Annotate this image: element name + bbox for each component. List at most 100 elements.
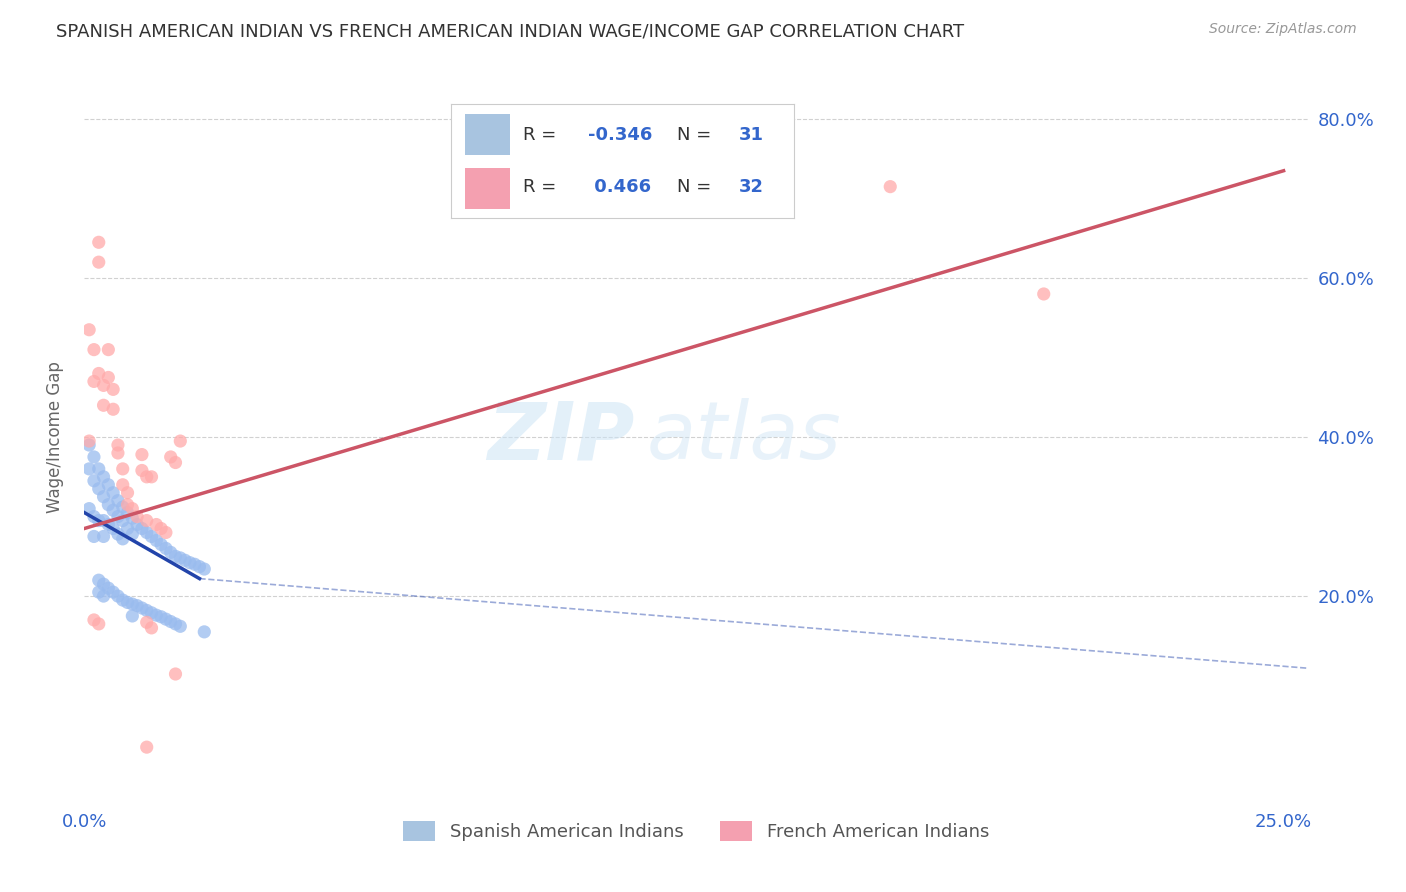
Point (165, 616, 187, 631)
Point (141, 470, 163, 484)
Text: Source: ZipAtlas.com: Source: ZipAtlas.com (1209, 22, 1357, 37)
Point (77, 501, 100, 516)
Point (135, 470, 157, 484)
Point (111, 514, 134, 528)
Point (879, 179, 901, 194)
Point (145, 517, 167, 532)
Point (77, 462, 100, 476)
Point (121, 501, 143, 516)
Point (193, 624, 215, 639)
Point (169, 434, 191, 448)
Point (159, 545, 181, 559)
Point (87, 235, 110, 250)
Point (117, 498, 139, 512)
Point (141, 529, 163, 543)
Point (121, 597, 143, 611)
Point (135, 603, 157, 617)
Point (101, 402, 124, 417)
Point (107, 446, 129, 460)
Point (121, 511, 143, 525)
Point (97, 517, 120, 532)
Point (83, 375, 105, 389)
Point (101, 485, 124, 500)
Point (141, 606, 163, 620)
Point (87, 462, 110, 476)
Point (93, 490, 115, 504)
Point (87, 585, 110, 599)
Point (159, 615, 181, 629)
Point (83, 529, 105, 543)
Text: SPANISH AMERICAN INDIAN VS FRENCH AMERICAN INDIAN WAGE/INCOME GAP CORRELATION CH: SPANISH AMERICAN INDIAN VS FRENCH AMERIC… (56, 22, 965, 40)
Y-axis label: Wage/Income Gap: Wage/Income Gap (45, 361, 63, 513)
Point (169, 619, 191, 633)
Point (107, 493, 129, 508)
Point (145, 608, 167, 623)
Point (93, 589, 115, 603)
Point (83, 509, 105, 524)
Point (107, 438, 129, 452)
Point (150, 537, 173, 551)
Point (131, 448, 153, 462)
Point (193, 562, 215, 576)
Point (97, 343, 120, 357)
Point (127, 509, 149, 524)
Point (77, 438, 100, 452)
Point (77, 323, 100, 337)
Point (107, 589, 129, 603)
Point (97, 498, 120, 512)
Point (117, 595, 139, 609)
Point (107, 527, 129, 541)
Point (97, 581, 120, 595)
Point (93, 398, 115, 412)
Point (97, 370, 120, 384)
Text: ZIP: ZIP (488, 398, 636, 476)
Point (111, 462, 134, 476)
Point (101, 521, 124, 535)
Point (111, 593, 134, 607)
Point (83, 474, 105, 488)
Point (155, 541, 177, 556)
Point (83, 343, 105, 357)
Point (131, 463, 153, 477)
Point (101, 585, 124, 599)
Point (93, 470, 115, 484)
Point (83, 450, 105, 464)
Point (179, 556, 201, 570)
Point (97, 477, 120, 491)
Point (165, 456, 187, 470)
Point (111, 500, 134, 514)
Legend: Spanish American Indians, French American Indians: Spanish American Indians, French America… (395, 814, 997, 848)
Text: atlas: atlas (647, 398, 842, 476)
Point (131, 521, 153, 535)
Point (131, 601, 153, 615)
Point (135, 740, 157, 755)
Point (183, 558, 205, 572)
Point (101, 383, 124, 397)
Point (87, 616, 110, 631)
Point (87, 573, 110, 587)
Point (107, 509, 129, 524)
Point (127, 599, 149, 613)
Point (155, 612, 177, 626)
Point (117, 506, 139, 520)
Point (165, 667, 187, 681)
Point (101, 503, 124, 517)
Point (121, 527, 143, 541)
Point (117, 521, 139, 535)
Point (93, 378, 115, 392)
Point (111, 532, 134, 546)
Point (87, 482, 110, 496)
Point (135, 615, 157, 630)
Point (188, 559, 211, 574)
Point (87, 514, 110, 528)
Point (77, 434, 100, 448)
Point (165, 549, 187, 564)
Point (150, 609, 173, 624)
Point (83, 613, 105, 627)
Point (111, 477, 134, 491)
Point (141, 621, 163, 635)
Point (1032, 287, 1054, 301)
Point (93, 529, 115, 543)
Point (127, 517, 149, 532)
Point (93, 514, 115, 528)
